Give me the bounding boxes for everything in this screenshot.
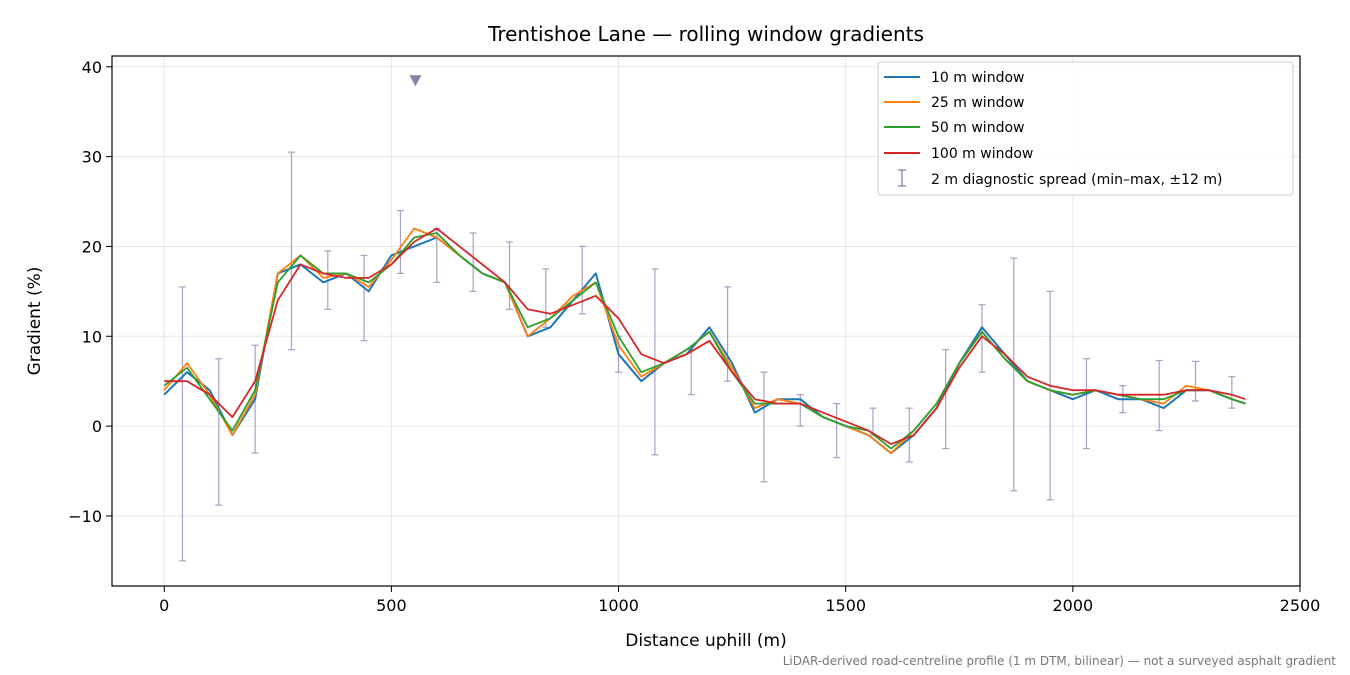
x-tick-label: 1500: [825, 596, 866, 615]
x-tick-label: 0: [159, 596, 169, 615]
y-tick-label: −10: [68, 507, 102, 526]
legend-label-100m: 100 m window: [931, 146, 1033, 162]
y-tick-label: 30: [82, 148, 102, 167]
plot-frame: [111, 55, 1301, 587]
x-tick-label: 1000: [598, 596, 639, 615]
errorbar: [1228, 376, 1236, 409]
errorbar: [360, 254, 368, 342]
errorbar: [1010, 257, 1018, 492]
y-tick-label: 0: [92, 417, 102, 436]
peak-marker-triangle: [409, 75, 422, 87]
errorbar: [1192, 360, 1200, 402]
legend-label-errorbar: 2 m diagnostic spread (min–max, ±12 m): [931, 172, 1222, 188]
errorbar: [651, 268, 659, 456]
legend-label-25m: 25 m window: [931, 95, 1024, 111]
legend: 10 m window 25 m window 50 m window 100 …: [877, 61, 1294, 196]
errorbar: [833, 403, 841, 459]
errorbar: [578, 245, 586, 315]
x-tick-label: 2000: [1052, 596, 1093, 615]
errorbar: [1082, 358, 1090, 450]
legend-label-10m: 10 m window: [931, 70, 1024, 86]
axis-ticks: 0 500 1000 1500 2000 2500 −10 0 10 20 30 40: [68, 58, 1320, 615]
footnote: LiDAR-derived road-centreline profile (1…: [783, 654, 1337, 668]
legend-box: [877, 61, 1294, 196]
series-lines: [163, 227, 1246, 455]
peak-marker: [409, 75, 422, 87]
x-tick-label: 500: [376, 596, 407, 615]
chart-title: Trentishoe Lane — rolling window gradien…: [487, 22, 924, 46]
errorbar: [506, 241, 514, 310]
line-100m-window: [164, 227, 1246, 446]
legend-label-50m: 50 m window: [931, 120, 1024, 136]
x-tick-label: 2500: [1280, 596, 1321, 615]
errorbar: [760, 371, 768, 483]
errorbar: [469, 232, 477, 292]
errorbar: [978, 304, 986, 373]
errorbar: [215, 358, 223, 506]
errorbar: [942, 349, 950, 450]
errorbar: [396, 209, 404, 274]
y-tick-label: 20: [82, 237, 102, 256]
legend-swatch-errorbar: [898, 169, 906, 187]
x-axis-label: Distance uphill (m): [625, 631, 786, 651]
y-tick-label: 40: [82, 58, 102, 77]
errorbar: [287, 151, 295, 351]
errorbar: [1046, 290, 1054, 501]
y-axis-label: Gradient (%): [25, 267, 45, 376]
errorbar: [178, 286, 186, 562]
line-50m-window: [163, 232, 1246, 450]
y-tick-label: 10: [82, 327, 102, 346]
